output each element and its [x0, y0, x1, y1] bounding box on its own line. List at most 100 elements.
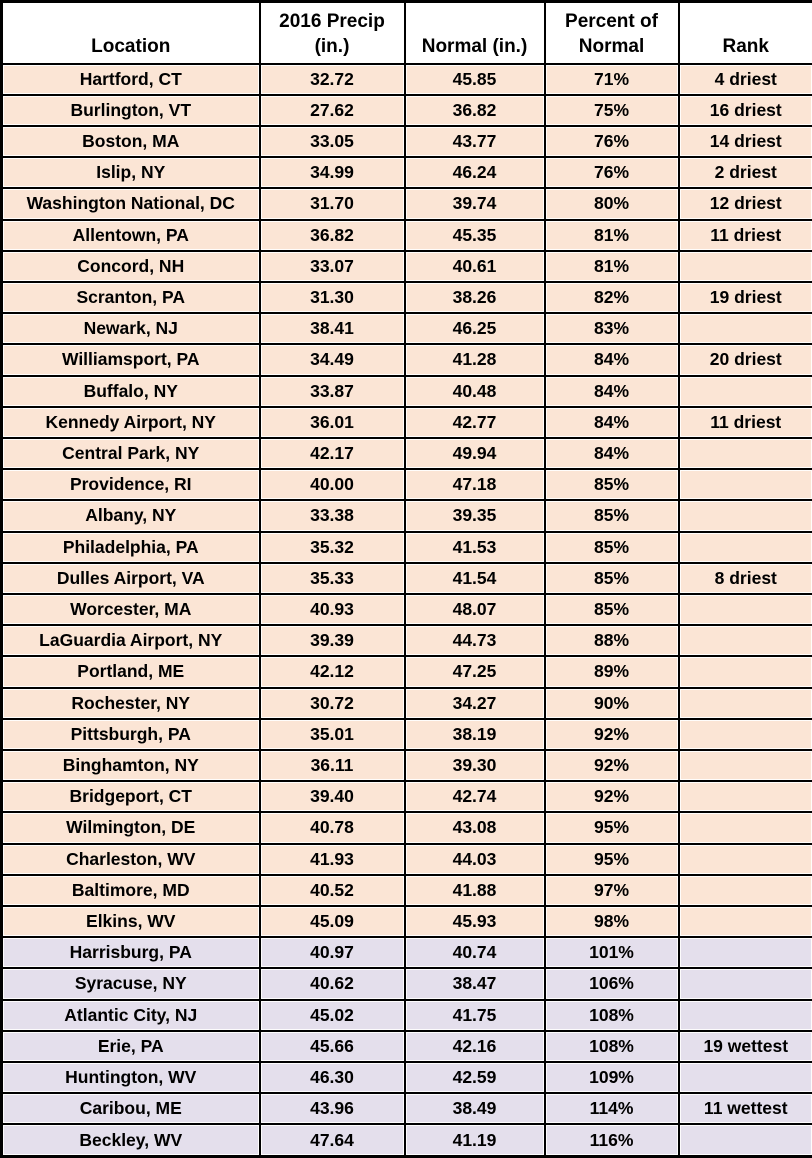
location-cell: Scranton, PA [0, 280, 261, 315]
rank-cell: 11 driest [677, 405, 812, 439]
percent-cell: 85% [543, 499, 680, 533]
location-cell: Albany, NY [0, 499, 261, 533]
table-row: Islip, NY 34.99 46.24 76% 2 driest [0, 156, 812, 190]
percent-cell: 84% [543, 436, 680, 471]
table-row: Bridgeport, CT 39.40 42.74 92% [0, 780, 812, 814]
location-cell: Dulles Airport, VA [0, 561, 261, 595]
location-cell: Charleston, WV [0, 842, 261, 876]
percent-cell: 75% [543, 93, 680, 127]
precip-2016-cell: 40.93 [258, 592, 406, 627]
rank-cell [677, 530, 812, 564]
location-cell: Philadelphia, PA [0, 530, 261, 564]
percent-cell: 108% [543, 998, 680, 1032]
precip-2016-cell: 35.01 [258, 717, 406, 751]
normal-cell: 47.25 [403, 655, 546, 689]
table-row: Kennedy Airport, NY 36.01 42.77 84% 11 d… [0, 405, 812, 439]
precip-2016-cell: 35.33 [258, 561, 406, 595]
table-row: Huntington, WV 46.30 42.59 109% [0, 1060, 812, 1095]
normal-cell: 45.85 [403, 62, 546, 96]
normal-cell: 39.35 [403, 499, 546, 533]
precip-2016-cell: 27.62 [258, 93, 406, 127]
precip-2016-cell: 47.64 [258, 1123, 406, 1158]
rank-cell [677, 468, 812, 502]
location-cell: Providence, RI [0, 468, 261, 502]
percent-cell: 85% [543, 561, 680, 595]
table-row: Concord, NH 33.07 40.61 81% [0, 249, 812, 283]
normal-cell: 41.19 [403, 1123, 546, 1158]
precip-2016-cell: 33.87 [258, 374, 406, 408]
table-row: Williamsport, PA 34.49 41.28 84% 20 drie… [0, 343, 812, 377]
precip-2016-cell: 34.99 [258, 156, 406, 190]
table-row: Charleston, WV 41.93 44.03 95% [0, 842, 812, 876]
precip-2016-cell: 35.32 [258, 530, 406, 564]
column-header-rank: Rank [677, 0, 812, 65]
normal-cell: 41.75 [403, 998, 546, 1032]
rank-cell [677, 655, 812, 689]
rank-cell [677, 686, 812, 720]
percent-cell: 106% [543, 967, 680, 1001]
rank-cell [677, 936, 812, 970]
precip-2016-cell: 31.70 [258, 187, 406, 221]
normal-cell: 45.93 [403, 904, 546, 939]
normal-cell: 45.35 [403, 218, 546, 252]
rank-cell: 8 driest [677, 561, 812, 595]
rank-cell [677, 436, 812, 471]
location-cell: Atlantic City, NJ [0, 998, 261, 1032]
table-row: Syracuse, NY 40.62 38.47 106% [0, 967, 812, 1001]
location-cell: Newark, NJ [0, 312, 261, 346]
percent-cell: 76% [543, 124, 680, 159]
rank-cell [677, 1123, 812, 1158]
location-cell: Central Park, NY [0, 436, 261, 471]
percent-cell: 80% [543, 187, 680, 221]
table-body: Hartford, CT 32.72 45.85 71% 4 driest Bu… [0, 62, 812, 1158]
rank-cell [677, 873, 812, 907]
column-header-2016-precip: 2016 Precip (in.) [258, 0, 406, 65]
location-cell: Allentown, PA [0, 218, 261, 252]
precip-2016-cell: 34.49 [258, 343, 406, 377]
table-row: Portland, ME 42.12 47.25 89% [0, 655, 812, 689]
precip-2016-cell: 46.30 [258, 1060, 406, 1095]
precip-2016-cell: 40.52 [258, 873, 406, 907]
normal-cell: 43.08 [403, 811, 546, 845]
table-row: Beckley, WV 47.64 41.19 116% [0, 1123, 812, 1158]
location-cell: Hartford, CT [0, 62, 261, 96]
table-row: Central Park, NY 42.17 49.94 84% [0, 436, 812, 471]
percent-cell: 81% [543, 218, 680, 252]
normal-cell: 39.30 [403, 748, 546, 783]
normal-cell: 48.07 [403, 592, 546, 627]
normal-cell: 42.59 [403, 1060, 546, 1095]
location-cell: LaGuardia Airport, NY [0, 624, 261, 658]
rank-cell [677, 967, 812, 1001]
percent-cell: 97% [543, 873, 680, 907]
location-cell: Caribou, ME [0, 1092, 261, 1126]
percent-cell: 116% [543, 1123, 680, 1158]
location-cell: Buffalo, NY [0, 374, 261, 408]
rank-cell: 20 driest [677, 343, 812, 377]
percent-cell: 92% [543, 717, 680, 751]
normal-cell: 41.88 [403, 873, 546, 907]
precip-2016-cell: 40.00 [258, 468, 406, 502]
rank-cell: 12 driest [677, 187, 812, 221]
location-cell: Harrisburg, PA [0, 936, 261, 970]
table-row: Wilmington, DE 40.78 43.08 95% [0, 811, 812, 845]
precip-2016-cell: 45.09 [258, 904, 406, 939]
precip-2016-cell: 41.93 [258, 842, 406, 876]
percent-cell: 92% [543, 748, 680, 783]
percent-cell: 85% [543, 530, 680, 564]
header-row: Location 2016 Precip (in.) Normal (in.) … [0, 0, 812, 65]
table-row: Philadelphia, PA 35.32 41.53 85% [0, 530, 812, 564]
precip-2016-cell: 33.05 [258, 124, 406, 159]
rank-cell [677, 592, 812, 627]
table-row: Burlington, VT 27.62 36.82 75% 16 driest [0, 93, 812, 127]
precip-2016-cell: 38.41 [258, 312, 406, 346]
location-cell: Williamsport, PA [0, 343, 261, 377]
normal-cell: 38.19 [403, 717, 546, 751]
normal-cell: 41.54 [403, 561, 546, 595]
precip-2016-cell: 30.72 [258, 686, 406, 720]
precip-2016-cell: 43.96 [258, 1092, 406, 1126]
percent-cell: 88% [543, 624, 680, 658]
location-cell: Boston, MA [0, 124, 261, 159]
precip-2016-cell: 40.78 [258, 811, 406, 845]
percent-cell: 84% [543, 374, 680, 408]
table-row: Washington National, DC 31.70 39.74 80% … [0, 187, 812, 221]
